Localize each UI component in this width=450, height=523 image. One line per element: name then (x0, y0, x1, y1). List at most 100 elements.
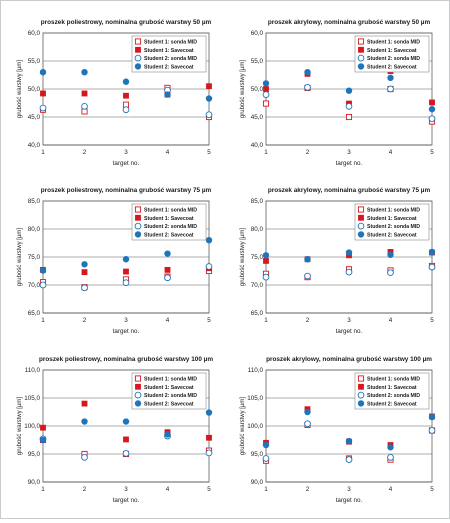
data-point (262, 455, 270, 462)
data-point (262, 80, 270, 87)
chart-panel-5: proszek poliestrowy, nominalna grubość w… (17, 356, 213, 504)
legend-entry-label: Student 1: Savecoat (144, 385, 194, 391)
x-axis-label: target no. (336, 328, 363, 335)
legend-marker (134, 38, 142, 45)
x-tick-label: 4 (166, 317, 170, 324)
data-point (123, 436, 129, 443)
legend-marker (357, 54, 365, 62)
x-axis-label: target no. (113, 160, 140, 167)
data-point (81, 68, 88, 76)
legend-marker (357, 63, 365, 70)
y-tick-label: 45,0 (251, 114, 264, 121)
legend-entry-label: Student 1: Savecoat (144, 216, 194, 222)
x-tick-label: 4 (166, 149, 170, 156)
data-point (345, 268, 353, 276)
data-point (428, 413, 436, 421)
legend-entry-label: Student 2: sonda MID (367, 56, 420, 62)
legend-entry-label: Student 1: Savecoat (367, 216, 417, 222)
legend-marker (134, 391, 142, 399)
x-axis-label: target no. (336, 160, 363, 167)
data-point (304, 272, 311, 280)
data-point (345, 437, 353, 445)
x-tick-label: 3 (347, 486, 351, 493)
data-point (262, 100, 270, 107)
y-tick-label: 85,0 (251, 198, 264, 205)
legend-marker (135, 214, 141, 221)
legend-marker (134, 63, 142, 70)
y-tick-label: 55,0 (251, 58, 264, 65)
legend-marker (358, 46, 364, 53)
legend-marker (358, 383, 364, 390)
data-point (262, 252, 270, 259)
data-point (81, 103, 88, 110)
legend-entry-label: Student 1: Savecoat (367, 48, 417, 54)
y-tick-label: 65,0 (28, 310, 41, 317)
legend-marker (357, 231, 365, 238)
x-tick-label: 1 (264, 317, 268, 324)
data-point (345, 456, 353, 463)
legend-marker (357, 375, 365, 382)
legend-entry-label: Student 2: sonda MID (367, 393, 420, 399)
data-point (164, 91, 171, 98)
chart-title: proszek akrylowy, nominalna grubość wars… (266, 356, 432, 363)
data-point (39, 267, 47, 274)
data-point (428, 105, 436, 113)
data-point (345, 249, 353, 256)
legend-entry-label: Student 2: sonda MID (144, 393, 197, 399)
legend-entry-label: Student 1: sonda MID (144, 377, 197, 383)
chart-panel-3: proszek poliestrowy, nominalna grubość w… (17, 187, 213, 335)
data-point (262, 441, 270, 449)
y-axis-label: grubość warstwy [µm] (17, 60, 23, 118)
data-point (345, 103, 353, 110)
legend-entry-label: Student 2: Savecoat (367, 64, 417, 70)
data-point (304, 408, 311, 416)
y-axis-label: grubość warstwy [µm] (240, 397, 246, 455)
y-tick-label: 100,0 (247, 423, 263, 430)
data-point (206, 83, 212, 90)
data-point (164, 431, 171, 438)
data-point (428, 263, 436, 271)
plot-area-frame (265, 369, 433, 483)
data-point (262, 273, 270, 281)
y-axis-label: grubość warstwy [µm] (17, 397, 23, 455)
x-tick-label: 2 (306, 149, 310, 156)
y-axis-label: grubość warstwy [µm] (17, 228, 23, 286)
x-tick-label: 3 (124, 486, 128, 493)
data-point (40, 90, 46, 97)
y-tick-label: 85,0 (28, 198, 41, 205)
legend-entry-label: Student 1: Savecoat (144, 48, 194, 54)
data-point (205, 263, 213, 270)
data-point (345, 87, 353, 94)
legend-box (354, 35, 430, 73)
data-point (387, 85, 394, 93)
x-tick-label: 1 (264, 149, 268, 156)
y-tick-label: 65,0 (251, 310, 264, 317)
data-point (39, 104, 47, 112)
data-point (81, 269, 88, 276)
chart-panel-2: proszek akrylowy, nominalna grubość wars… (240, 19, 436, 167)
legend-entry-label: Student 2: Savecoat (144, 401, 194, 407)
legend-marker (357, 206, 365, 213)
chart-panel-6: proszek akrylowy, nominalna grubość wars… (240, 356, 436, 504)
legend-marker (357, 400, 365, 407)
legend-entry-label: Student 1: sonda MID (144, 40, 197, 46)
x-axis-label: target no. (336, 497, 363, 504)
y-tick-label: 55,0 (28, 58, 41, 65)
legend-box (131, 35, 207, 73)
legend-entry-label: Student 2: Savecoat (144, 232, 194, 238)
data-point (81, 454, 88, 461)
data-point (387, 454, 394, 461)
y-tick-label: 80,0 (251, 226, 264, 233)
legend-entry-label: Student 2: sonda MID (144, 56, 197, 62)
data-point (205, 449, 213, 457)
data-point (205, 111, 213, 119)
data-point (122, 78, 130, 85)
y-tick-label: 95,0 (251, 451, 264, 458)
data-point (122, 450, 130, 457)
plot-area-frame (42, 200, 210, 314)
data-point (262, 91, 270, 98)
x-tick-label: 5 (430, 486, 434, 493)
x-tick-label: 4 (389, 486, 393, 493)
x-tick-label: 1 (41, 149, 45, 156)
data-point (122, 418, 130, 425)
